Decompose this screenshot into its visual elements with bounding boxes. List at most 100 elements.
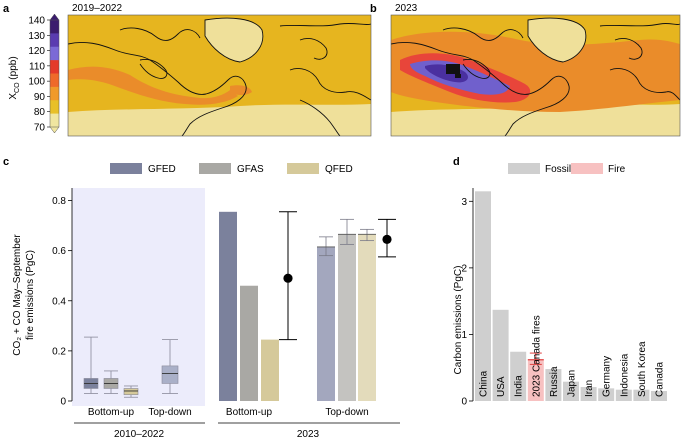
legend-d-swatch-fire bbox=[571, 163, 603, 174]
legend-d-label-fire: Fire bbox=[608, 164, 626, 175]
box-bottom-up-qfed-box bbox=[123, 388, 139, 396]
chart-d-category-label: USA bbox=[496, 376, 507, 397]
panel-b-letter: b bbox=[370, 3, 377, 15]
legend-c-swatch-qfed bbox=[287, 163, 319, 174]
colorbar-segment bbox=[50, 46, 59, 61]
box-bottom-up-qfed bbox=[123, 385, 139, 398]
legend-d-swatch-fossil bbox=[508, 163, 540, 174]
bar-2023-bottom-up-qfed bbox=[261, 339, 279, 401]
bar-d-usa bbox=[492, 309, 509, 401]
bar-d-south-korea bbox=[633, 389, 650, 401]
chart-d-category-label: Germany bbox=[602, 356, 613, 397]
colorbar-segment bbox=[50, 20, 59, 34]
bar-d-2023-canada-fires bbox=[527, 359, 544, 401]
chart-c-y-tick-label: 0.2 bbox=[52, 346, 66, 357]
bar-2023-bottom-up-gfas bbox=[240, 285, 258, 401]
chart-d-category-label: China bbox=[479, 370, 490, 397]
legend-c-label-qfed: QFED bbox=[325, 164, 353, 175]
colorbar-bottom-arrow bbox=[49, 126, 60, 134]
chart-d-category-label: India bbox=[514, 375, 525, 397]
colorbar-tick-label: 120 bbox=[28, 46, 45, 57]
legend-d: Fossil Fire bbox=[508, 163, 626, 175]
mean-2023-top-down bbox=[378, 218, 396, 258]
chart-d-category-label: Japan bbox=[567, 370, 578, 397]
chart-c-period-label: 2010–2022 bbox=[114, 429, 164, 440]
chart-d-y-tick-label: 3 bbox=[461, 197, 467, 208]
colorbar-segment bbox=[50, 113, 59, 128]
chart-c-ylabel-1: CO₂ + CO May–September bbox=[12, 234, 23, 356]
box-top-down-box bbox=[161, 365, 179, 384]
legend-c: GFED GFAS QFED bbox=[110, 163, 353, 175]
colorbar-tick-label: 140 bbox=[28, 16, 45, 27]
colorbar-tick-label: 110 bbox=[29, 61, 45, 72]
colorbar-tick-label: 80 bbox=[34, 107, 46, 118]
colorbar: 140 130 120 110 100 90 80 70 bbox=[28, 13, 60, 134]
bar-d-china bbox=[475, 191, 491, 401]
panel-b-title: 2023 bbox=[395, 3, 418, 14]
bar-d-germany bbox=[598, 388, 615, 401]
bar-d-canada bbox=[651, 391, 667, 401]
panel-a-title: 2019–2022 bbox=[72, 3, 122, 14]
chart-c-y-tick-label: 0 bbox=[60, 397, 66, 408]
legend-c-label-gfas: GFAS bbox=[237, 164, 264, 175]
legend-d-label-fossil: Fossil bbox=[545, 164, 571, 175]
colorbar-tick-label: 70 bbox=[34, 123, 46, 134]
bar-2023-top-down-gfed bbox=[317, 246, 335, 401]
colorbar-label: XCO (ppb) bbox=[8, 56, 21, 99]
panel-c-letter: c bbox=[3, 156, 9, 168]
bar-d-indonesia bbox=[615, 389, 632, 401]
bar-2023-bottom-up-gfed bbox=[219, 211, 237, 401]
chart-c-y-tick-label: 0.8 bbox=[52, 196, 66, 207]
bar-d-japan bbox=[563, 381, 579, 401]
panel-a-letter: a bbox=[3, 3, 10, 15]
chart-d-category-label: Indonesia bbox=[619, 353, 630, 397]
colorbar-segment bbox=[50, 86, 59, 101]
box-bottom-up-gfas bbox=[103, 370, 119, 394]
shaded-2010-2022-region bbox=[72, 188, 205, 406]
box-top-down bbox=[161, 339, 179, 394]
chart-c-y-tick-label: 0.6 bbox=[52, 246, 66, 257]
map-2019-2022 bbox=[68, 15, 371, 136]
mean-2023-bottom-up bbox=[279, 211, 297, 341]
chart-d-category-label: Russia bbox=[549, 366, 560, 397]
colorbar-segment bbox=[50, 33, 59, 48]
colorbar-frame bbox=[49, 19, 60, 128]
chart-d-y-tick-label: 1 bbox=[461, 330, 467, 341]
chart-c-period-label: 2023 bbox=[297, 429, 320, 440]
legend-c-label-gfed: GFED bbox=[148, 164, 176, 175]
chart-c-group-label: Bottom-up bbox=[88, 407, 135, 418]
colorbar-segment bbox=[50, 60, 59, 74]
chart-d: 0 1 2 3 China USA India 2023 Canada fires Russia… bbox=[461, 188, 667, 408]
map-2023 bbox=[391, 15, 680, 136]
chart-c-ylabel-2: fire emissions (PgC) bbox=[25, 250, 36, 340]
chart-d-category-label: Iran bbox=[584, 380, 595, 397]
bar-d-iran bbox=[580, 387, 597, 401]
colorbar-tick-label: 100 bbox=[28, 77, 45, 88]
bar-2023-top-down-qfed bbox=[358, 234, 376, 401]
chart-c-group-label: Top-down bbox=[148, 407, 191, 418]
chart-c-y-tick-label: 0.4 bbox=[52, 296, 66, 307]
mean-2023-bottom-up-point bbox=[283, 273, 293, 283]
chart-d-y-tick-label: 0 bbox=[461, 397, 467, 408]
colorbar-top-arrow bbox=[49, 13, 60, 21]
bar-d-russia bbox=[545, 369, 562, 401]
chart-d-category-label: 2023 Canada fires bbox=[531, 315, 542, 397]
legend-c-swatch-gfed bbox=[110, 163, 142, 174]
bar-2023-top-down-gfas bbox=[338, 234, 356, 401]
chart-c: 0 0.2 0.4 0.6 0.8 Bottom-up Top-down Bottom-up T… bbox=[52, 188, 400, 440]
colorbar-segment bbox=[50, 100, 59, 114]
colorbar-tick-label: 130 bbox=[28, 31, 45, 42]
legend-c-swatch-gfas bbox=[199, 163, 231, 174]
box-bottom-up-gfed bbox=[83, 336, 99, 394]
chart-d-category-label: South Korea bbox=[637, 341, 648, 397]
colorbar-segment bbox=[50, 73, 59, 88]
chart-c-group-label: Bottom-up bbox=[226, 407, 273, 418]
chart-d-category-label: Canada bbox=[655, 362, 666, 397]
bar-d-india bbox=[510, 351, 527, 401]
mean-2023-top-down-point bbox=[382, 234, 392, 244]
colorbar-tick-label: 90 bbox=[34, 92, 46, 103]
panel-d-letter: d bbox=[453, 156, 460, 168]
chart-d-ylabel: Carbon emissions (PgC) bbox=[453, 266, 464, 375]
chart-d-y-tick-label: 2 bbox=[461, 263, 467, 274]
